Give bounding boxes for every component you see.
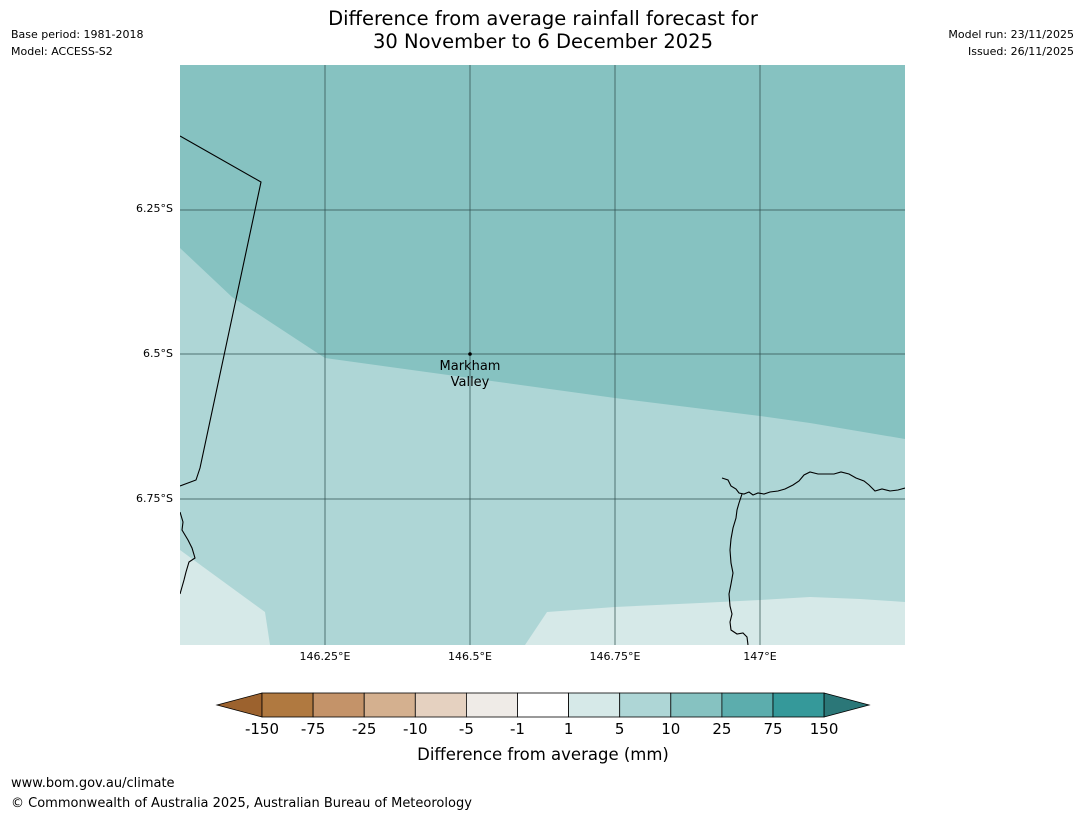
colorbar-extend-low: [215, 692, 263, 718]
colorbar-tick-label: 75: [763, 720, 783, 738]
colorbar-tick-label: 1: [563, 720, 574, 738]
colorbar-tick-label: -150: [244, 720, 280, 738]
colorbar-tick-label: 150: [809, 720, 839, 738]
footer-copyright: © Commonwealth of Australia 2025, Austra…: [11, 796, 472, 811]
colorbar-swatch: [312, 692, 365, 718]
coastline: [721, 471, 905, 496]
coastline: [180, 511, 196, 595]
issued-text: Issued: 26/11/2025: [967, 45, 1074, 58]
map-area: [180, 65, 905, 645]
lon-label: 146.75°E: [589, 650, 641, 663]
place-label-line-2: Valley: [450, 375, 490, 390]
map-fill-5-10: [180, 248, 905, 645]
model-text: Model: ACCESS-S2: [11, 45, 113, 58]
lon-label: 146.25°E: [299, 650, 351, 663]
forecast-metadata-left: Base period: 1981-2018 Model: ACCESS-S2: [11, 26, 143, 60]
place-marker: [468, 352, 472, 356]
place-label-line-1: Markham: [439, 359, 501, 374]
colorbar-tick-label: -10: [403, 720, 428, 738]
lon-label: 146.5°E: [448, 650, 492, 663]
colorbar-tick-label: -25: [351, 720, 377, 738]
colorbar-swatch: [465, 692, 518, 718]
lat-label: 6.75°S: [136, 492, 173, 505]
colorbar-swatch: [721, 692, 774, 718]
colorbar-swatch: [517, 692, 569, 718]
colorbar-extend-high: [823, 692, 871, 718]
colorbar-tick-label: -75: [300, 720, 326, 738]
colorbar-tick-label: -1: [510, 720, 525, 738]
river-line: [728, 493, 749, 645]
colorbar-tick-label: 5: [614, 720, 625, 738]
colorbar-tick-label: -5: [458, 720, 474, 738]
colorbar-swatch: [414, 692, 467, 718]
lat-label: 6.25°S: [136, 202, 173, 215]
colorbar-tick-label: 10: [661, 720, 681, 738]
base-period-text: Base period: 1981-2018: [11, 28, 144, 41]
colorbar-swatch: [568, 692, 621, 718]
map-title: Difference from average rainfall forecas…: [243, 7, 843, 53]
colorbar-swatch: [619, 692, 672, 718]
footer-url: www.bom.gov.au/climate: [11, 776, 175, 791]
lon-label: 147°E: [743, 650, 777, 663]
title-line-1: Difference from average rainfall forecas…: [328, 7, 758, 30]
map-fill-1-5: [180, 550, 270, 645]
title-line-2: 30 November to 6 December 2025: [373, 30, 713, 53]
colorbar-swatch: [772, 692, 825, 718]
colorbar-title: Difference from average (mm): [417, 745, 669, 764]
colorbar-swatch: [670, 692, 723, 718]
colorbar-tick-label: 25: [712, 720, 732, 738]
border-line: [180, 135, 262, 487]
model-run-text: Model run: 23/11/2025: [948, 28, 1074, 41]
map-grid: [180, 65, 905, 645]
lat-label: 6.5°S: [143, 347, 173, 360]
footer: www.bom.gov.au/climate © Commonwealth of…: [11, 774, 472, 814]
forecast-metadata-right: Model run: 23/11/2025 Issued: 26/11/2025: [948, 26, 1074, 60]
colorbar-swatch: [261, 692, 314, 718]
place-label-markham-valley: Markham Valley: [420, 359, 520, 391]
map-fill-1-5: [525, 597, 905, 645]
colorbar-swatch: [363, 692, 416, 718]
